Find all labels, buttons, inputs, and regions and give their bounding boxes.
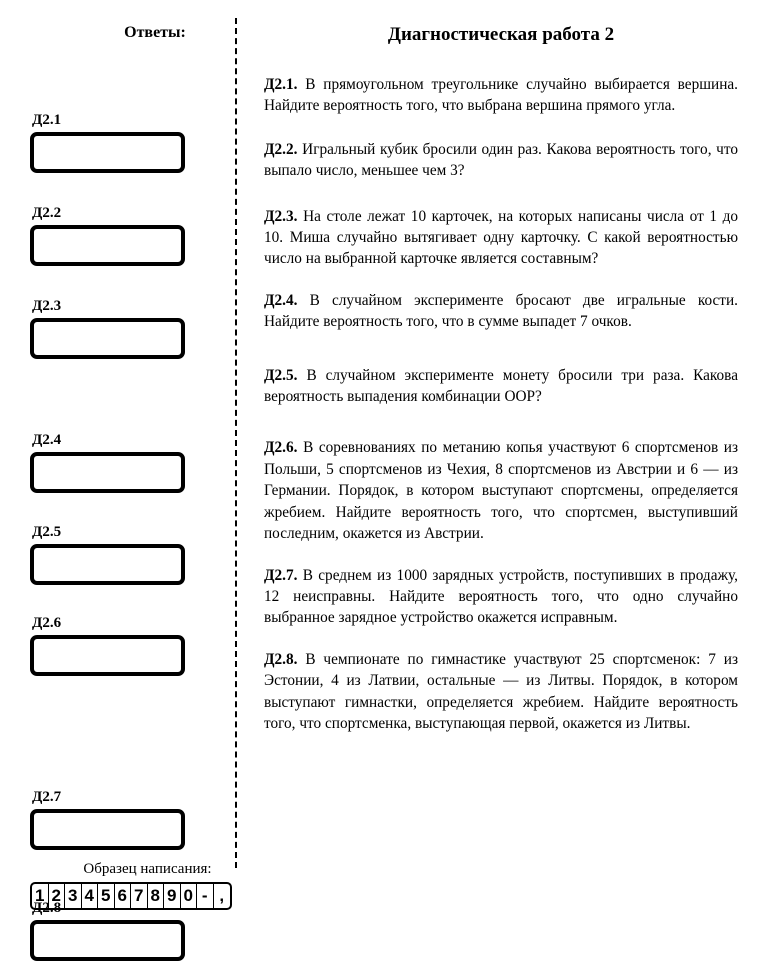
answer-label: Д2.7 — [30, 789, 230, 806]
sample-label: Образец написания: — [30, 861, 245, 878]
answer-group: Д2.3 — [30, 298, 230, 359]
answer-label: Д2.3 — [30, 298, 230, 315]
problem: Д2.8. В чемпионате по гимнастике участву… — [264, 649, 738, 735]
answer-group: Д2.1 — [30, 112, 230, 173]
problem-text: В случайном эксперименте бросают две игр… — [264, 292, 738, 330]
problem-text: На столе лежат 10 карточек, на которых н… — [264, 208, 738, 268]
problem-number: Д2.7. — [264, 567, 297, 584]
problem: Д2.2. Игральный кубик бросили один раз. … — [264, 139, 738, 182]
answer-label: Д2.2 — [30, 205, 230, 222]
problem: Д2.4. В случайном эксперименте бросают д… — [264, 290, 738, 333]
answer-label: Д2.6 — [30, 615, 230, 632]
sample-cell: 3 — [65, 884, 82, 908]
sample-cell: 2 — [49, 884, 66, 908]
answer-box[interactable] — [30, 452, 185, 493]
answer-group: Д2.2 — [30, 205, 230, 266]
problem-number: Д2.3. — [264, 208, 297, 225]
answer-box[interactable] — [30, 318, 185, 359]
sample-cell: - — [197, 884, 214, 908]
problem-text: В соревнованиях по метанию копья участву… — [264, 439, 738, 542]
sample-cell: 9 — [164, 884, 181, 908]
column-divider — [235, 18, 237, 868]
answers-heading: Ответы: — [30, 24, 230, 42]
problem-number: Д2.1. — [264, 76, 297, 93]
problem-number: Д2.5. — [264, 367, 297, 384]
problem-number: Д2.4. — [264, 292, 297, 309]
problem: Д2.1. В прямоугольном треугольнике случа… — [264, 74, 738, 117]
problem-text: Игральный кубик бросили один раз. Какова… — [264, 141, 738, 179]
problem-number: Д2.6. — [264, 439, 297, 456]
problem-text: В прямоугольном треугольнике случайно вы… — [264, 76, 738, 114]
answer-group: Д2.6 — [30, 615, 230, 676]
sample-cell: 8 — [148, 884, 165, 908]
sample-cell: 5 — [98, 884, 115, 908]
sample-cell: 6 — [115, 884, 132, 908]
sample-cell: , — [214, 884, 231, 908]
answer-group: Д2.5 — [30, 524, 230, 585]
answer-label: Д2.5 — [30, 524, 230, 541]
answer-box[interactable] — [30, 809, 185, 850]
problem-text: В случайном эксперименте монету бросили … — [264, 367, 738, 405]
problem-text: В среднем из 1000 зарядных устройств, по… — [264, 567, 738, 627]
answer-box[interactable] — [30, 132, 185, 173]
answer-group: Д2.7 — [30, 789, 230, 850]
problem: Д2.5. В случайном эксперименте монету бр… — [264, 365, 738, 408]
problem-text: В чемпионате по гимнастике участвуют 25 … — [264, 651, 738, 732]
answer-box[interactable] — [30, 920, 185, 961]
problem: Д2.7. В среднем из 1000 зарядных устройс… — [264, 565, 738, 629]
problem-number: Д2.8. — [264, 651, 297, 668]
answer-group: Д2.4 — [30, 432, 230, 493]
sample-cell: 1 — [32, 884, 49, 908]
answer-box[interactable] — [30, 225, 185, 266]
sample-cells: 1 2 3 4 5 6 7 8 9 0 - , — [30, 882, 232, 910]
sample-cell: 4 — [82, 884, 99, 908]
answer-label: Д2.4 — [30, 432, 230, 449]
answers-column: Ответы: Д2.1 Д2.2 Д2.3 Д2.4 Д2.5 Д2.6 — [30, 24, 230, 854]
answer-box[interactable] — [30, 635, 185, 676]
answer-label: Д2.1 — [30, 112, 230, 129]
problem: Д2.6. В соревнованиях по метанию копья у… — [264, 437, 738, 544]
problem-number: Д2.2. — [264, 141, 297, 158]
page-title: Диагностическая работа 2 — [264, 24, 738, 46]
sample-cell: 0 — [181, 884, 198, 908]
answer-box[interactable] — [30, 544, 185, 585]
writing-sample: Образец написания: 1 2 3 4 5 6 7 8 9 0 -… — [30, 861, 245, 910]
problems-column: Диагностическая работа 2 Д2.1. В прямоуг… — [230, 24, 738, 854]
sample-cell: 7 — [131, 884, 148, 908]
problem: Д2.3. На столе лежат 10 карточек, на кот… — [264, 206, 738, 270]
